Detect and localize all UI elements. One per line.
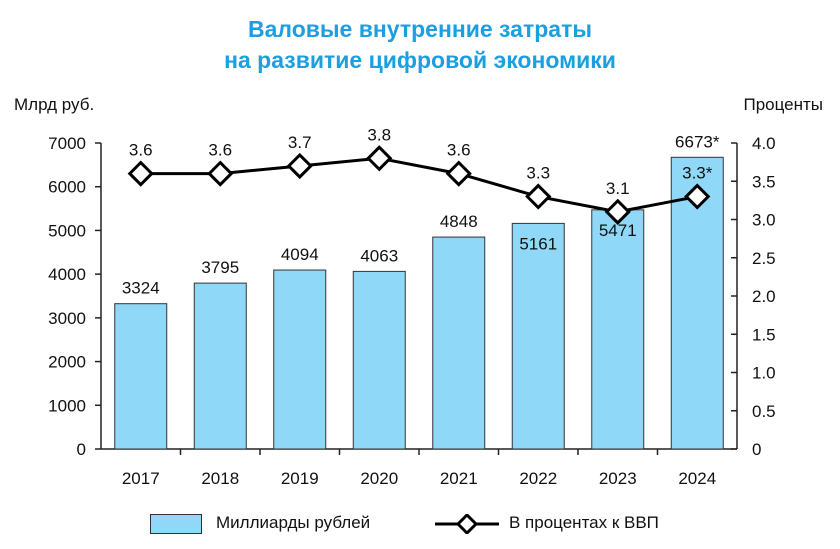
x-tick-label: 2021 bbox=[440, 469, 478, 488]
bar-data-label: 4063 bbox=[360, 246, 398, 265]
x-tick-label: 2024 bbox=[678, 469, 716, 488]
y-right-tick-label: 1.0 bbox=[752, 364, 776, 383]
y-right-tick-label: 2.5 bbox=[752, 249, 776, 268]
bar bbox=[193, 282, 247, 450]
bar-data-label: 4848 bbox=[440, 212, 478, 231]
y-left-tick-label: 7000 bbox=[48, 134, 86, 153]
y-left-tick-label: 6000 bbox=[48, 178, 86, 197]
legend-item-bars: Миллиарды рублей bbox=[150, 513, 370, 534]
y-left-tick-label: 2000 bbox=[48, 353, 86, 372]
bar bbox=[591, 209, 645, 450]
line-marker bbox=[445, 160, 472, 187]
line-marker bbox=[127, 160, 154, 187]
line-marker bbox=[366, 145, 393, 172]
line-marker bbox=[604, 198, 631, 225]
y-axis-right-label: Проценты bbox=[743, 95, 823, 114]
line-series bbox=[140, 156, 698, 214]
line-data-label: 3.3 bbox=[526, 164, 550, 183]
y-left-tick-label: 3000 bbox=[48, 309, 86, 328]
line-data-label: 3.6 bbox=[208, 141, 232, 160]
y-left-tick-label: 5000 bbox=[48, 221, 86, 240]
bar bbox=[273, 269, 327, 450]
bar-data-label: 5161 bbox=[519, 234, 557, 253]
bar-data-label: 3324 bbox=[122, 279, 160, 298]
chart-title-line-2: на развитие цифровой экономики bbox=[224, 47, 616, 73]
bar bbox=[670, 156, 724, 450]
line-marker bbox=[684, 183, 711, 210]
line-data-label: 3.3* bbox=[682, 164, 713, 183]
y-right-tick-label: 2.0 bbox=[752, 287, 776, 306]
line-data-label: 3.6 bbox=[447, 141, 471, 160]
bar bbox=[511, 222, 565, 450]
bar-data-label: 3795 bbox=[201, 258, 239, 277]
legend-item-line: В процентах к ВВП bbox=[435, 512, 659, 535]
bar-data-label: 5471 bbox=[599, 221, 637, 240]
y-right-tick-label: 0.5 bbox=[752, 402, 776, 421]
line-data-label: 3.8 bbox=[367, 125, 391, 144]
line-data-label: 3.7 bbox=[288, 133, 312, 152]
bar-data-label: 4094 bbox=[281, 245, 319, 264]
bar bbox=[114, 303, 168, 450]
line-marker bbox=[286, 152, 313, 180]
x-tick-label: 2023 bbox=[599, 469, 637, 488]
legend-label-line: В процентах к ВВП bbox=[509, 513, 659, 532]
line-data-label: 3.6 bbox=[129, 141, 153, 160]
y-left-tick-label: 4000 bbox=[48, 265, 86, 284]
y-left-tick-label: 1000 bbox=[48, 396, 86, 415]
y-right-tick-label: 3.0 bbox=[752, 211, 776, 230]
line-marker bbox=[207, 160, 234, 187]
y-right-tick-label: 0 bbox=[752, 440, 761, 459]
bar bbox=[352, 270, 406, 450]
bar bbox=[432, 236, 486, 450]
y-right-tick-label: 3.5 bbox=[752, 172, 776, 191]
x-tick-label: 2020 bbox=[360, 469, 398, 488]
legend-swatch-line bbox=[435, 512, 499, 535]
bar-data-label: 6673* bbox=[675, 132, 720, 151]
x-tick-label: 2019 bbox=[281, 469, 319, 488]
x-tick-label: 2022 bbox=[519, 469, 557, 488]
line-data-label: 3.1 bbox=[606, 179, 630, 198]
y-right-tick-label: 1.5 bbox=[752, 325, 776, 344]
y-left-tick-label: 0 bbox=[77, 440, 86, 459]
line-marker bbox=[525, 183, 552, 210]
y-axis-left-label: Млрд руб. bbox=[14, 95, 94, 114]
chart-title-line-1: Валовые внутренние затраты bbox=[248, 16, 592, 42]
legend-label-bars: Миллиарды рублей bbox=[216, 513, 371, 532]
x-tick-label: 2017 bbox=[122, 469, 160, 488]
y-right-tick-label: 4.0 bbox=[752, 134, 776, 153]
legend-swatch-bars bbox=[150, 513, 202, 534]
x-tick-label: 2018 bbox=[201, 469, 239, 488]
